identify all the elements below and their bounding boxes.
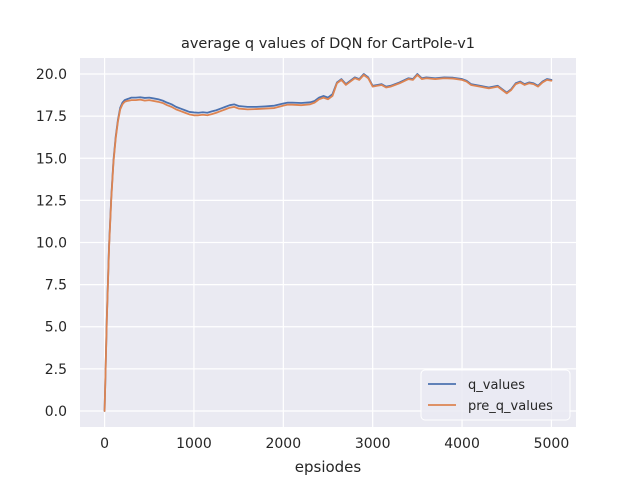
x-tick-label: 1000 [176, 436, 212, 452]
series-line-pre-q-values [103, 73, 553, 412]
x-tick-label: 3000 [355, 436, 391, 452]
y-tick-label: 7.5 [45, 278, 67, 294]
y-tick-labels: 0.0 2.5 5.0 7.5 10.0 12.5 15.0 17.5 20.0 [36, 67, 67, 420]
legend-box [420, 369, 571, 421]
series-layer [103, 73, 553, 412]
legend-label-q-values: q_values [468, 378, 525, 393]
legend: q_values pre_q_values [420, 369, 571, 421]
y-tick-label: 17.5 [36, 109, 67, 125]
x-tick-label: 0 [100, 436, 109, 452]
y-tick-label: 20.0 [36, 67, 67, 83]
y-tick-label: 0.0 [45, 404, 67, 420]
x-tick-label: 4000 [444, 436, 480, 452]
legend-label-pre-q-values: pre_q_values [468, 399, 553, 414]
x-tick-label: 5000 [534, 436, 570, 452]
y-tick-label: 15.0 [36, 151, 67, 167]
y-tick-label: 10.0 [36, 236, 67, 252]
y-tick-label: 12.5 [36, 193, 67, 209]
y-tick-label: 5.0 [45, 320, 67, 336]
x-tick-label: 2000 [265, 436, 301, 452]
x-axis-label: epsiodes [295, 458, 362, 476]
chart-title: average q values of DQN for CartPole-v1 [181, 36, 475, 52]
x-tick-labels: 0 1000 2000 3000 4000 5000 [100, 436, 569, 452]
y-tick-label: 2.5 [45, 362, 67, 378]
